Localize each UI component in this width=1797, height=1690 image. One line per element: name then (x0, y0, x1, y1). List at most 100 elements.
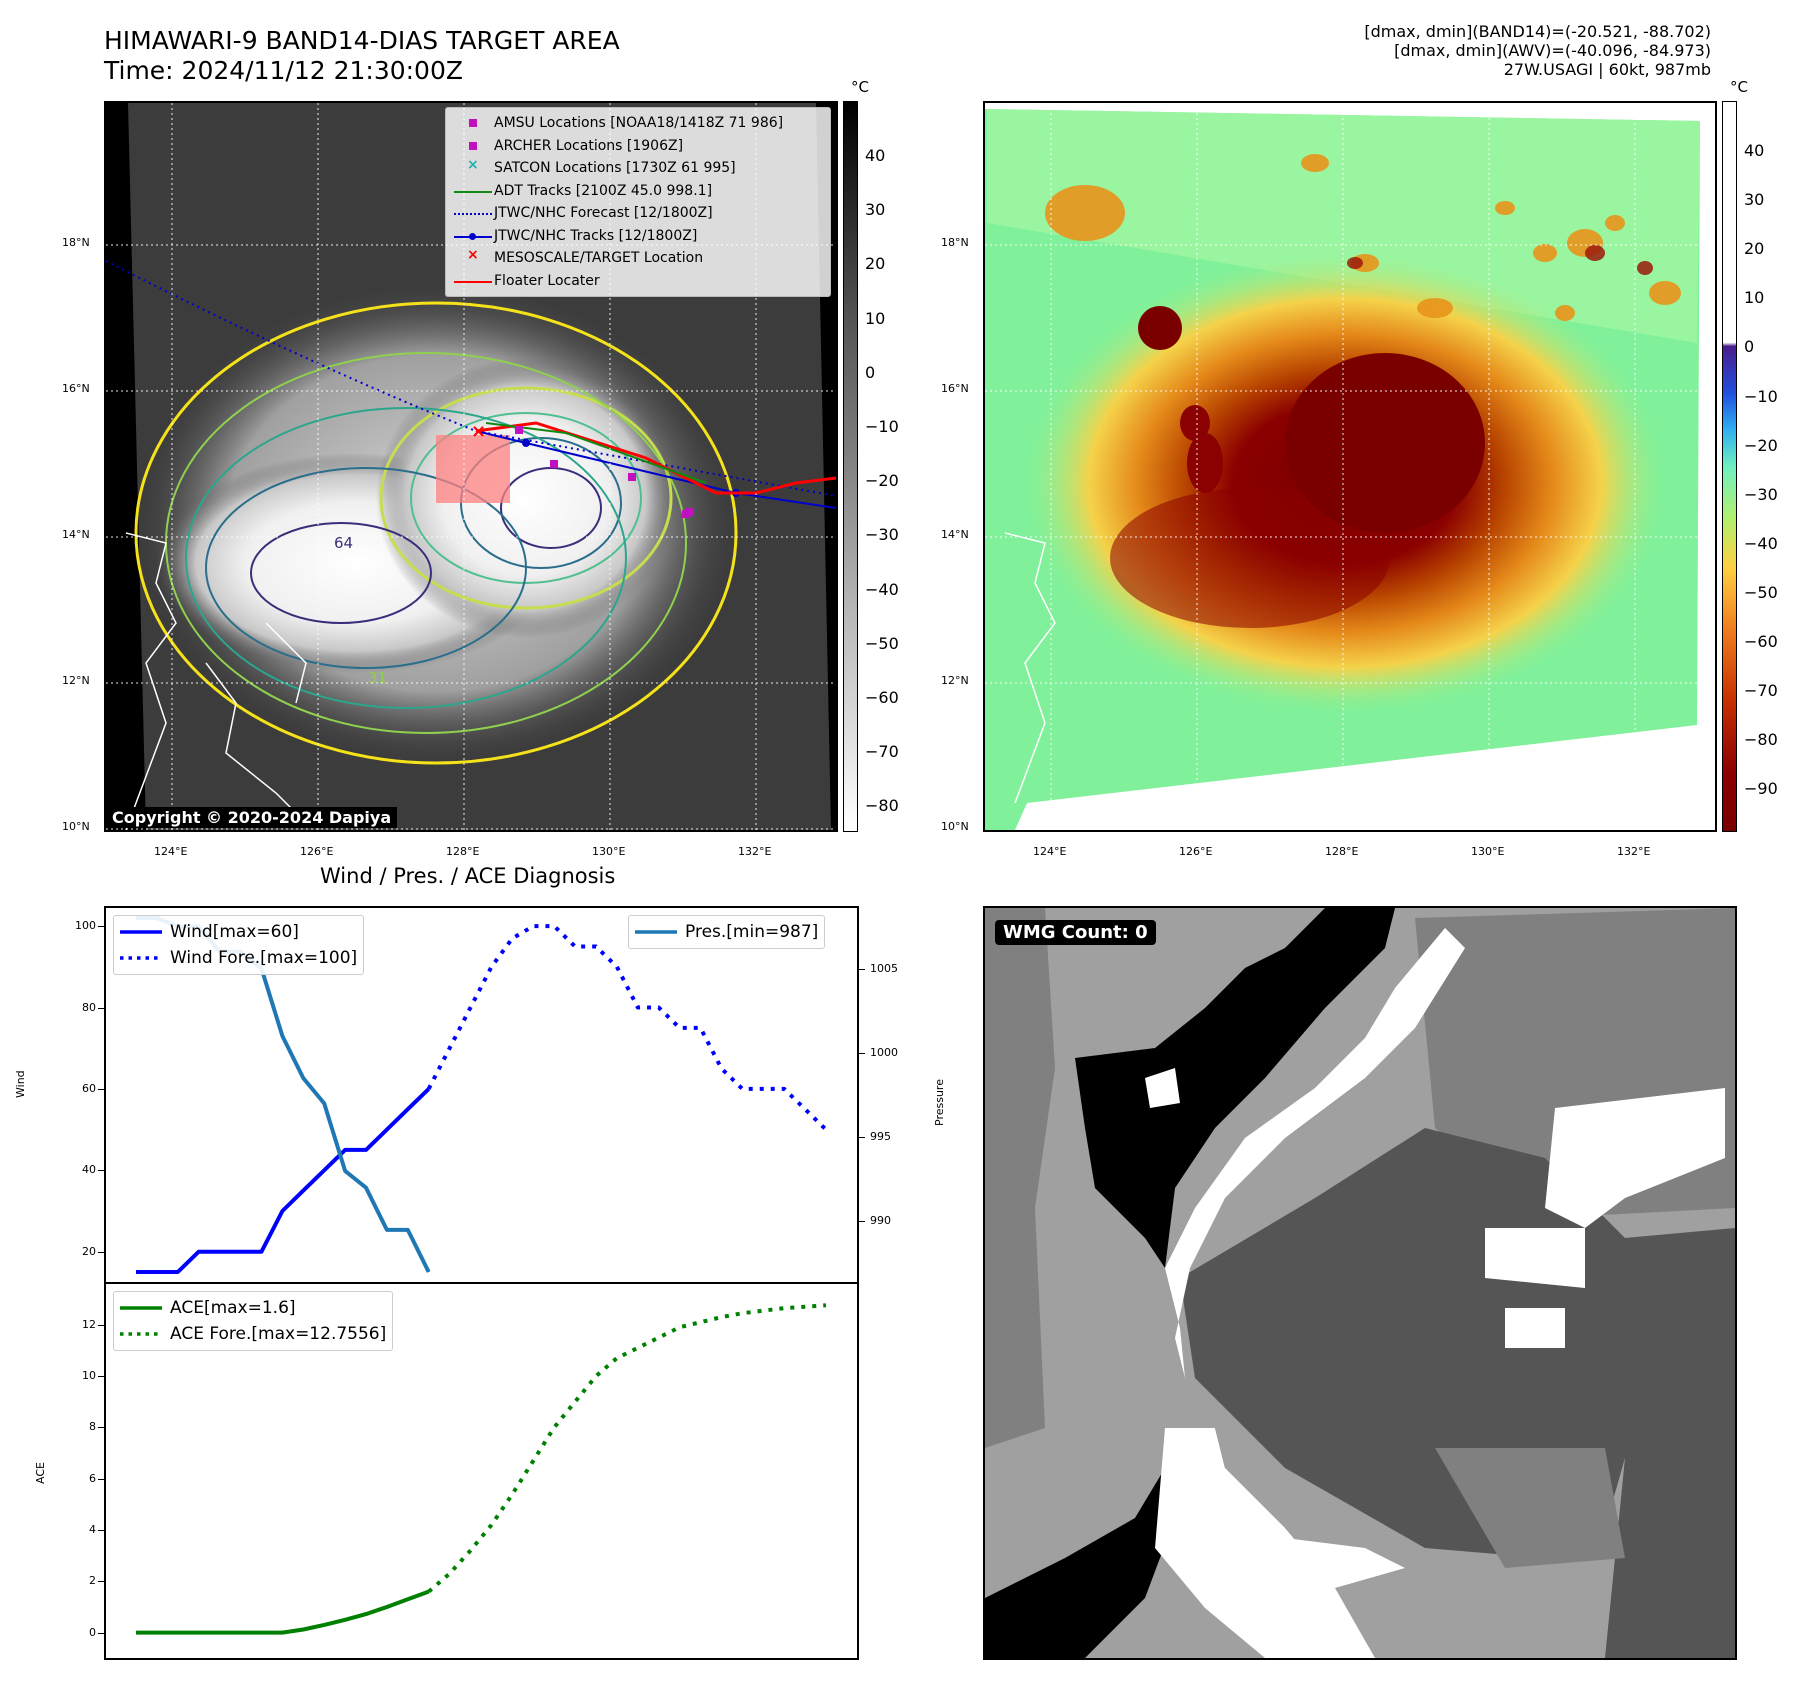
figure-title: HIMAWARI-9 BAND14-DIAS TARGET AREA Time: … (104, 26, 620, 86)
title-line-2: Time: 2024/11/12 21:30:00Z (104, 56, 463, 85)
lat-label: 18°N (62, 236, 90, 249)
colorbar-right-tick: 10 (1744, 288, 1765, 308)
colorbar-left (843, 101, 858, 832)
y2-tick-label: 995 (870, 1130, 891, 1144)
y-tick-label: 0 (89, 1625, 96, 1639)
colorbar-left-tick: −40 (865, 579, 899, 599)
legend-item-pressure: Pres.[min=987] (635, 919, 818, 945)
contour-label-64: 64 (334, 534, 353, 552)
y-tick-label: 8 (89, 1420, 96, 1434)
legend-item-ace: ACE[max=1.6] (120, 1295, 386, 1321)
info-line-3: 27W.USAGI | 60kt, 987mb (1503, 60, 1711, 79)
pressure-legend: Pres.[min=987] (628, 915, 826, 949)
info-line-2: [dmax, dmin](AWV)=(-40.096, -84.973) (1394, 41, 1711, 60)
wind-legend: Wind[max=60] Wind Fore.[max=100] (113, 915, 365, 975)
y2-tick-label: 1000 (870, 1045, 898, 1059)
solid-line-icon (120, 930, 162, 934)
legend-item-target: × MESOSCALE/TARGET Location (452, 247, 824, 270)
lon-label: 130°E (592, 845, 626, 858)
colorbar-left-tick: −30 (865, 525, 899, 545)
colorbar-right-unit: °C (1730, 78, 1748, 96)
y-tick-label: 2 (89, 1574, 96, 1588)
solid-line-icon (120, 1306, 162, 1310)
colorbar-right-tick: −50 (1744, 582, 1778, 602)
lat-label: 16°N (62, 382, 90, 395)
y-tick-label: 12 (82, 1317, 96, 1331)
line-icon (452, 271, 494, 291)
lat-label: 10°N (941, 820, 969, 833)
lat-label: 10°N (62, 820, 90, 833)
svg-text:×: × (471, 421, 486, 442)
legend-item-jtwc-forecast: JTWC/NHC Forecast [12/1800Z] (452, 202, 824, 225)
legend-item-jtwc-tracks: JTWC/NHC Tracks [12/1800Z] (452, 225, 824, 248)
chart-title: Wind / Pres. / ACE Diagnosis (320, 864, 616, 888)
y-tick-mark (98, 1170, 104, 1172)
info-line-1: [dmax, dmin](BAND14)=(-20.521, -88.702) (1364, 22, 1711, 41)
colorbar-right-tick: −90 (1744, 779, 1778, 799)
ace-chart (104, 1282, 859, 1660)
line-dot-icon (452, 226, 494, 246)
lon-label: 132°E (1617, 845, 1651, 858)
ace-legend: ACE[max=1.6] ACE Fore.[max=12.7556] (113, 1291, 394, 1351)
contour-label-31: 31 (368, 669, 387, 687)
y-tick-label: 100 (75, 919, 96, 933)
y-tick-label: 20 (82, 1244, 96, 1258)
dotted-line-icon (452, 203, 494, 223)
y-tick-mark (98, 926, 104, 928)
y-tick-label: 40 (82, 1163, 96, 1177)
series-line-0 (136, 1589, 430, 1635)
y-tick-mark (98, 1007, 104, 1009)
y2-tick-mark (859, 1221, 865, 1223)
colorbar-left-tick: 30 (865, 200, 886, 220)
lat-label: 12°N (62, 674, 90, 687)
colorbar-right-tick: −10 (1744, 386, 1778, 406)
square-marker-icon (452, 113, 494, 133)
legend-item-wind-forecast: Wind Fore.[max=100] (120, 945, 357, 971)
y-tick-mark (98, 1530, 104, 1531)
y2-tick-label: 1005 (870, 961, 898, 975)
colorbar-left-tick: −10 (865, 417, 899, 436)
legend-item-wind: Wind[max=60] (120, 919, 357, 945)
legend-item-floater: Floater Locater (452, 270, 824, 293)
series-line-0 (136, 1087, 431, 1274)
y-tick-mark (98, 1251, 104, 1253)
y-tick-label: 6 (89, 1471, 96, 1485)
lat-label: 18°N (941, 236, 969, 249)
colorbar-right-tick: −40 (1744, 533, 1778, 553)
colorbar-left-tick: −50 (865, 633, 899, 653)
lon-label: 126°E (1179, 845, 1213, 858)
line-icon (452, 181, 494, 201)
colorbar-right-tick: 40 (1744, 141, 1765, 160)
y2-tick-mark (859, 968, 865, 970)
wmg-count-badge: WMG Count: 0 (995, 920, 1156, 945)
colorbar-right-tick: −80 (1744, 730, 1778, 750)
y2-tick-label: 990 (870, 1214, 891, 1228)
lat-label: 14°N (62, 528, 90, 541)
solid-line-icon (635, 930, 677, 934)
awv-map-panel (983, 101, 1717, 832)
y2-tick-mark (859, 1137, 865, 1139)
lat-label: 12°N (941, 674, 969, 687)
awv-map-image (985, 103, 1715, 830)
map-legend: AMSU Locations [NOAA18/1418Z 71 986] ARC… (445, 107, 831, 297)
x-marker-icon: × (467, 157, 479, 174)
colorbar-left-tick: −80 (865, 796, 899, 816)
legend-item-adt: ADT Tracks [2100Z 45.0 998.1] (452, 180, 824, 203)
pressure-axis-label: Pressure (933, 1079, 946, 1126)
colorbar-left-tick: −60 (865, 688, 899, 707)
colorbar-right-tick: −70 (1744, 681, 1778, 701)
lon-label: 124°E (154, 845, 188, 858)
lon-label: 128°E (446, 845, 480, 858)
square-marker-icon (452, 136, 494, 156)
colorbar-right (1722, 101, 1737, 832)
dotted-line-icon (120, 956, 162, 960)
colorbar-left-tick: 20 (865, 254, 886, 274)
y-tick-mark (98, 1478, 104, 1480)
wind-axis-label: Wind (14, 1070, 27, 1098)
figure-info: [dmax, dmin](BAND14)=(-20.521, -88.702) … (1364, 22, 1711, 79)
colorbar-right-tick: −30 (1744, 484, 1778, 504)
lat-label: 16°N (941, 382, 969, 395)
colorbar-left-tick: −70 (865, 742, 899, 762)
y-tick-mark (98, 1581, 104, 1583)
colorbar-right-tick: −20 (1744, 435, 1778, 455)
